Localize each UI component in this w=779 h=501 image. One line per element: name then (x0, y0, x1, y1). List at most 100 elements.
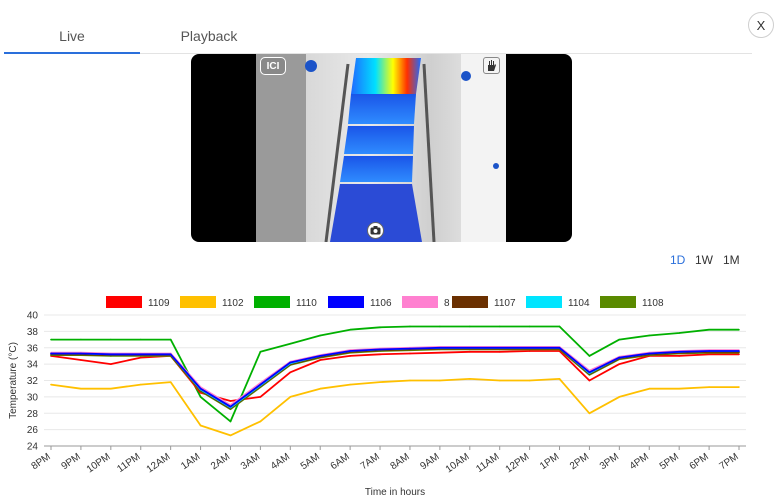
data-point (169, 338, 172, 341)
legend-label: 1109 (148, 298, 170, 309)
data-point (349, 350, 351, 352)
data-point (229, 434, 232, 437)
data-point (528, 325, 531, 328)
data-point (319, 355, 322, 357)
data-point (618, 363, 621, 365)
tab-live[interactable]: Live (4, 18, 140, 54)
data-point (708, 350, 710, 352)
x-tick-label: 10AM (444, 451, 472, 475)
data-point (289, 342, 292, 345)
x-tick-label: 12AM (145, 451, 173, 475)
data-point (439, 346, 441, 349)
data-point (259, 396, 262, 398)
range-1m-button[interactable]: 1M (723, 253, 740, 267)
data-point (498, 379, 501, 382)
data-point (319, 359, 322, 361)
data-point (139, 338, 142, 341)
data-point (110, 387, 112, 390)
data-point (139, 356, 142, 359)
x-tick-label: 5PM (658, 451, 681, 472)
data-point (110, 363, 112, 365)
data-point (80, 359, 82, 361)
x-axis-title: Time in hours (365, 487, 425, 498)
legend-label: 1106 (370, 298, 392, 309)
data-point (588, 371, 591, 374)
data-point (319, 387, 322, 390)
thermal-image: ICI (256, 54, 506, 242)
data-point (349, 328, 351, 331)
tab-playback[interactable]: Playback (180, 27, 238, 44)
data-point (648, 352, 651, 355)
data-point (528, 379, 531, 382)
x-tick-label: 9AM (418, 451, 441, 472)
data-point (738, 350, 740, 352)
data-point (498, 351, 501, 353)
data-point (80, 387, 82, 390)
x-tick-label: 12PM (504, 451, 532, 475)
data-point (289, 396, 292, 398)
data-point (738, 386, 740, 388)
x-tick-label: 10PM (85, 451, 113, 475)
data-point (648, 387, 651, 390)
thermal-camera-view[interactable]: ICI (191, 54, 572, 242)
legend-label: 8 (444, 298, 450, 309)
data-point (50, 352, 52, 355)
data-point (738, 353, 740, 356)
data-point (229, 405, 232, 408)
thermal-conveyor-image (256, 54, 506, 242)
temperature-chart: 1109 1102 1110 1106 8 1107 1104 1108 24 26 28 30 32 3… (8, 296, 746, 498)
data-point (80, 338, 82, 341)
data-point (439, 325, 441, 328)
x-tick-label: 2AM (209, 451, 232, 472)
data-point (409, 347, 411, 350)
data-point (708, 386, 710, 388)
legend-swatch (328, 296, 364, 308)
legend-label: 1110 (296, 298, 317, 309)
y-tick-label: 40 (27, 311, 39, 322)
data-point (588, 412, 591, 415)
legend-swatch (452, 296, 488, 308)
legend-swatch (402, 296, 438, 308)
data-point (498, 325, 501, 328)
x-tick-label: 8PM (30, 451, 53, 472)
data-point (618, 338, 621, 341)
data-point (289, 361, 292, 364)
y-tick-label: 34 (27, 360, 39, 371)
data-point (618, 356, 621, 359)
range-1d-button[interactable]: 1D (670, 253, 686, 267)
series-line-1109 (50, 350, 739, 402)
x-tick-label: 1PM (538, 451, 561, 472)
data-point (199, 424, 202, 427)
pan-hand-icon[interactable] (483, 57, 500, 74)
data-point (379, 348, 381, 351)
series-line-1110 (51, 325, 739, 423)
data-point (678, 332, 680, 334)
legend-label: 1107 (494, 298, 516, 309)
data-point (588, 379, 591, 382)
legend-label: 1102 (222, 298, 244, 309)
brand-logo-badge: ICI (260, 57, 286, 75)
x-tick-label: 2PM (568, 451, 591, 472)
data-point (678, 355, 680, 357)
data-point (349, 383, 351, 386)
x-tick-label: 7PM (718, 451, 741, 472)
range-1w-button[interactable]: 1W (695, 253, 713, 267)
data-point (409, 325, 411, 328)
x-tick-label: 3PM (598, 451, 621, 472)
y-tick-label: 30 (27, 392, 39, 403)
data-point (468, 346, 471, 349)
legend-swatch (106, 296, 142, 308)
data-point (558, 378, 561, 380)
legend-label: 1104 (568, 298, 590, 309)
data-point (289, 371, 292, 374)
y-tick-label: 32 (27, 376, 39, 387)
data-point (558, 325, 561, 328)
data-point (409, 352, 411, 355)
camera-snapshot-icon[interactable] (367, 222, 384, 239)
data-point (618, 396, 621, 398)
legend-swatch (526, 296, 562, 308)
close-button[interactable]: X (748, 12, 774, 38)
y-tick-label: 26 (27, 425, 39, 436)
data-point (678, 387, 680, 390)
